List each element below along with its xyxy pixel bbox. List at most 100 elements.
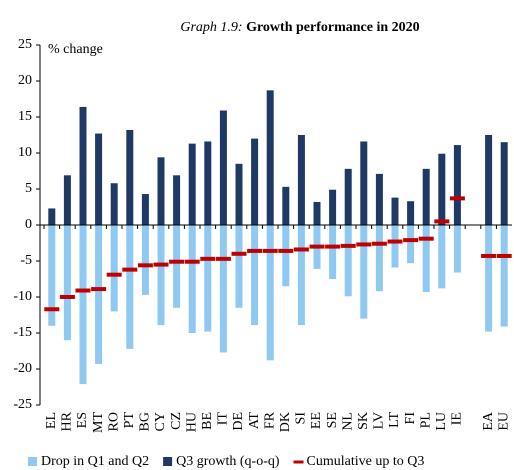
bar <box>360 225 368 319</box>
bar <box>251 225 259 326</box>
x-tick-label: EE <box>309 412 324 429</box>
y-tick-label: -10 <box>13 289 32 304</box>
y-tick-label: 0 <box>25 217 32 232</box>
x-tick-label: SE <box>325 412 340 428</box>
bar <box>422 168 430 225</box>
x-tick-label: CZ <box>169 412 184 430</box>
x-tick-label: SK <box>356 412 371 430</box>
y-tick-label: 10 <box>18 145 32 160</box>
bar <box>375 173 383 225</box>
bar <box>297 135 305 225</box>
bar <box>297 225 305 326</box>
x-tick-label: LV <box>372 412 387 429</box>
bar <box>438 153 446 225</box>
x-tick-label: FR <box>262 411 277 429</box>
x-tick-label: PT <box>122 412 137 429</box>
bar <box>79 225 87 385</box>
bar <box>110 225 118 312</box>
x-tick-label: BE <box>200 412 215 430</box>
y-tick-label: 15 <box>18 109 32 124</box>
y-tick-label: 5 <box>25 181 32 196</box>
bar <box>375 225 383 292</box>
bar <box>219 225 227 353</box>
bar <box>344 168 352 225</box>
bar <box>110 183 118 225</box>
bar <box>500 225 508 327</box>
bar <box>235 163 243 225</box>
legend-item: Q3 growth (q-o-q) <box>163 454 280 469</box>
bar <box>173 225 181 308</box>
title-prefix: Graph 1.9: <box>180 20 242 35</box>
bar <box>329 189 337 225</box>
x-tick-label: NL <box>340 412 355 431</box>
bar <box>407 201 415 225</box>
bar <box>391 197 399 225</box>
bar <box>79 106 87 225</box>
bar <box>235 225 243 308</box>
bar <box>48 208 56 225</box>
bar <box>204 141 212 225</box>
bar <box>141 194 149 225</box>
bar <box>282 225 290 287</box>
legend-swatch <box>28 457 37 466</box>
bar <box>422 225 430 292</box>
bar <box>438 225 446 289</box>
bar <box>251 138 259 225</box>
x-tick-label: LU <box>434 412 449 431</box>
chart-title: Graph 1.9: Growth performance in 2020 <box>180 20 419 35</box>
bar <box>344 225 352 297</box>
legend-label: Cumulative up to Q3 <box>307 454 425 469</box>
legend-item: Drop in Q1 and Q2 <box>28 454 149 469</box>
x-tick-label: MT <box>91 412 106 433</box>
bar <box>266 225 274 361</box>
x-tick-label: IT <box>216 412 231 426</box>
x-tick-label: EA <box>481 411 496 431</box>
title-text: Growth performance in 2020 <box>246 20 420 35</box>
bar <box>453 145 461 225</box>
bar <box>63 175 71 225</box>
legend-item: Cumulative up to Q3 <box>293 454 425 469</box>
bar <box>313 201 321 225</box>
x-tick-label: DE <box>231 412 246 431</box>
y-axis-label: % change <box>48 42 103 57</box>
y-tick-label: 20 <box>18 73 32 88</box>
x-tick-label: DK <box>278 412 293 432</box>
y-tick-label: -25 <box>13 397 32 412</box>
bar <box>95 133 103 225</box>
bar <box>95 225 103 364</box>
bar <box>485 135 493 225</box>
bar <box>173 175 181 225</box>
x-tick-label: CY <box>153 412 168 431</box>
bar <box>360 141 368 225</box>
bar <box>188 143 196 225</box>
x-tick-label: IE <box>450 412 465 425</box>
x-tick-label: LT <box>387 412 402 428</box>
bar <box>48 225 56 326</box>
bar <box>329 225 337 279</box>
x-tick-label: SI <box>294 412 309 425</box>
legend-label: Q3 growth (q-o-q) <box>176 454 280 469</box>
bar <box>282 186 290 225</box>
bar <box>126 225 134 349</box>
y-tick-label: -5 <box>20 253 32 268</box>
legend-label: Drop in Q1 and Q2 <box>41 454 149 469</box>
bar <box>63 225 71 341</box>
x-tick-label: PL <box>418 412 433 428</box>
bar <box>219 110 227 225</box>
x-tick-label: HU <box>184 412 199 432</box>
x-tick-label: FI <box>403 412 418 425</box>
bar <box>204 225 212 332</box>
x-tick-label: HR <box>60 411 75 431</box>
x-tick-label: RO <box>106 412 121 431</box>
bar <box>157 157 165 225</box>
bar <box>157 225 165 326</box>
x-tick-label: BG <box>138 412 153 431</box>
legend-swatch <box>163 457 173 466</box>
x-tick-label: EL <box>44 412 59 429</box>
bar <box>485 225 493 332</box>
bar <box>126 129 134 225</box>
bar <box>500 142 508 225</box>
bar <box>188 225 196 333</box>
x-tick-label: AT <box>247 412 262 430</box>
